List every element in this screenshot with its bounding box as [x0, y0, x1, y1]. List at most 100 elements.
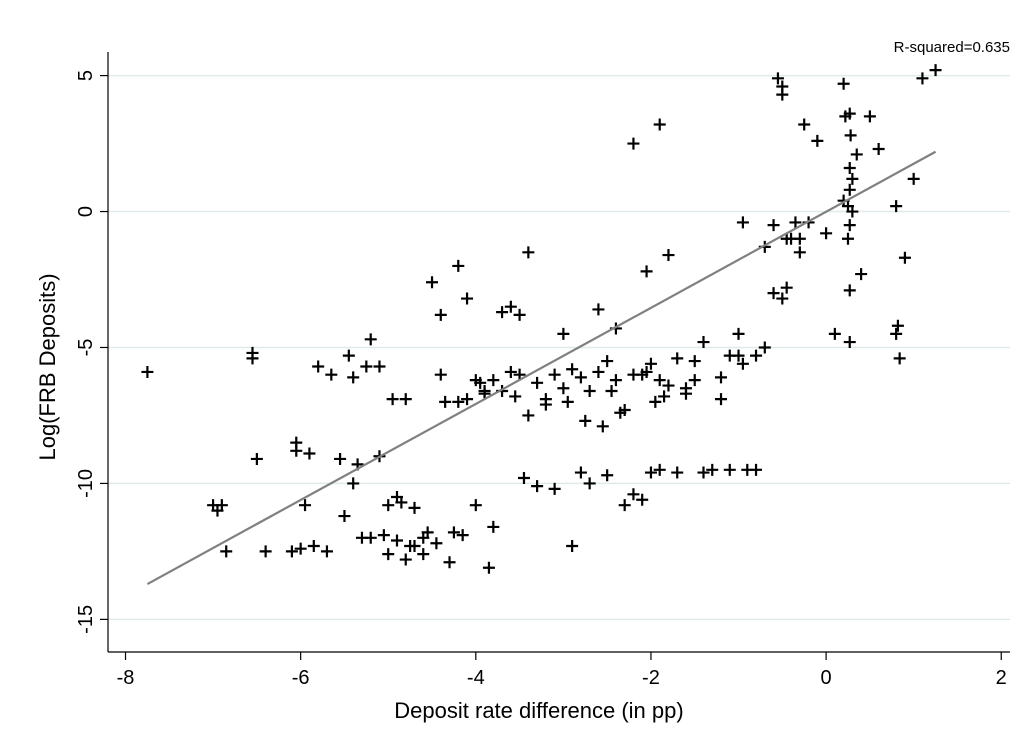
data-point	[706, 463, 719, 476]
data-point	[482, 561, 495, 574]
data-point	[771, 72, 784, 85]
data-point	[601, 355, 614, 368]
data-point	[469, 374, 482, 387]
data-point	[320, 545, 333, 558]
data-point	[430, 537, 443, 550]
data-point	[548, 368, 561, 381]
data-point	[338, 510, 351, 523]
data-point	[566, 363, 579, 376]
data-point	[653, 374, 666, 387]
data-point	[566, 539, 579, 552]
data-point	[898, 251, 911, 264]
data-point	[548, 482, 561, 495]
data-point	[347, 477, 360, 490]
data-point	[360, 360, 373, 373]
data-point	[767, 219, 780, 232]
data-point	[469, 499, 482, 512]
data-point	[758, 341, 771, 354]
data-point	[843, 162, 856, 175]
fit-line-group	[146, 150, 937, 585]
data-point	[736, 357, 749, 370]
gridlines	[108, 74, 1010, 621]
data-point	[644, 466, 657, 479]
data-point	[697, 466, 710, 479]
data-point	[364, 333, 377, 346]
data-point	[614, 406, 627, 419]
data-point	[307, 539, 320, 552]
data-point	[793, 246, 806, 259]
data-point	[299, 499, 312, 512]
data-point	[780, 281, 793, 294]
data-point	[408, 539, 421, 552]
data-point	[452, 259, 465, 272]
data-point	[294, 542, 307, 555]
data-point	[408, 501, 421, 514]
data-point	[679, 387, 692, 400]
data-point	[855, 268, 868, 281]
data-point	[843, 284, 856, 297]
data-point	[843, 336, 856, 349]
x-tick-label-4: 0	[821, 667, 832, 689]
data-point	[811, 134, 824, 147]
data-point	[456, 529, 469, 542]
data-point	[820, 227, 833, 240]
data-point	[399, 553, 412, 566]
data-point	[893, 352, 906, 365]
r-squared-annotation: R-squared=0.635	[894, 39, 1010, 56]
data-point	[382, 499, 395, 512]
data-point	[522, 409, 535, 422]
data-point	[640, 265, 653, 278]
x-tick-label-1: -6	[292, 667, 310, 689]
data-point	[828, 327, 841, 340]
data-point	[259, 545, 272, 558]
data-point	[636, 493, 649, 506]
data-point	[290, 444, 303, 457]
data-point	[841, 232, 854, 245]
data-point	[891, 319, 904, 332]
data-point	[364, 531, 377, 544]
data-point	[531, 376, 544, 389]
data-point	[487, 374, 500, 387]
data-point	[347, 371, 360, 384]
data-point	[863, 110, 876, 123]
data-point	[653, 463, 666, 476]
data-point	[850, 148, 863, 161]
data-point	[504, 300, 517, 313]
data-point	[846, 172, 859, 185]
data-point	[649, 395, 662, 408]
data-points	[141, 64, 942, 574]
data-point	[750, 463, 763, 476]
data-point	[390, 534, 403, 547]
data-point	[334, 452, 347, 465]
data-point	[504, 365, 517, 378]
data-point	[513, 308, 526, 321]
data-point	[780, 232, 793, 245]
data-point	[872, 143, 885, 156]
data-point	[601, 469, 614, 482]
data-point	[662, 379, 675, 392]
data-point	[377, 529, 390, 542]
data-point	[285, 545, 298, 558]
x-tick-label-0: -8	[117, 667, 135, 689]
data-point	[596, 420, 609, 433]
data-point	[839, 110, 852, 123]
data-point	[750, 349, 763, 362]
data-point	[907, 172, 920, 185]
data-point	[386, 393, 399, 406]
data-point	[220, 545, 233, 558]
data-point	[776, 292, 789, 305]
data-point	[478, 384, 491, 397]
data-point	[452, 395, 465, 408]
x-axis-title: Deposit rate difference (in pp)	[394, 698, 683, 723]
data-point	[658, 390, 671, 403]
x-tick-label-3: -2	[642, 667, 660, 689]
data-point	[843, 219, 856, 232]
data-point	[434, 308, 447, 321]
data-point	[583, 477, 596, 490]
data-point	[539, 398, 552, 411]
x-ticks: -8 -6 -4 -2 0 2	[117, 652, 1007, 689]
data-point	[382, 548, 395, 561]
data-point	[434, 368, 447, 381]
data-point	[916, 72, 929, 85]
